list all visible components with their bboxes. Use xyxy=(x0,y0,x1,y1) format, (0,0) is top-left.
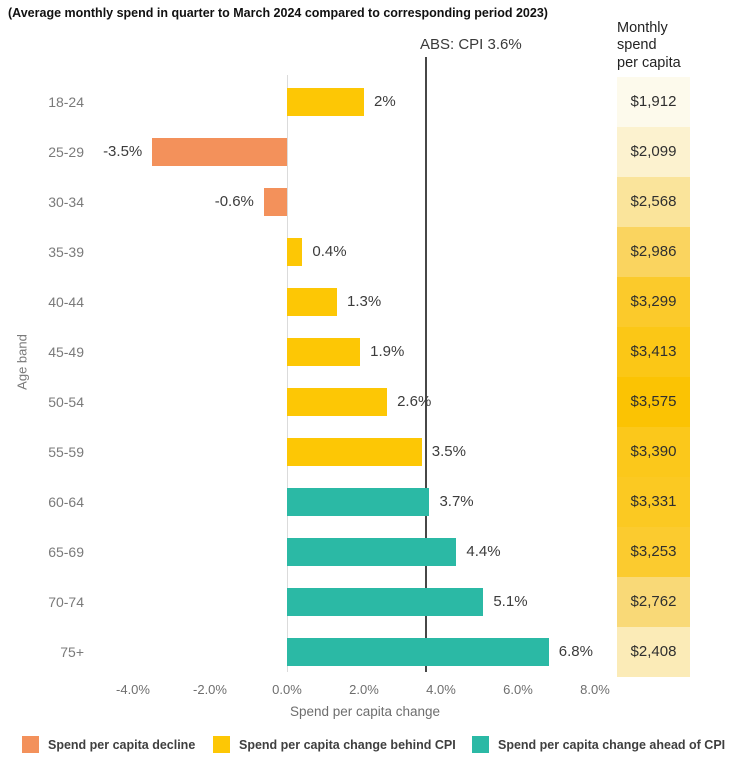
age-band-label: 65-69 xyxy=(48,544,84,560)
heat-cell: $2,762 xyxy=(617,577,690,627)
heat-cell: $1,912 xyxy=(617,77,690,127)
age-band-label: 75+ xyxy=(60,644,84,660)
age-band-label: 25-29 xyxy=(48,144,84,160)
bar xyxy=(287,388,388,416)
bar xyxy=(263,188,287,216)
x-axis-tick-label: 2.0% xyxy=(349,682,379,697)
heat-cell: $3,331 xyxy=(617,477,690,527)
legend-swatch-behind-cpi xyxy=(213,736,230,753)
cpi-reference-line xyxy=(425,57,427,672)
cpi-annotation: ABS: CPI 3.6% xyxy=(420,36,522,53)
bar-value-label: 5.1% xyxy=(493,593,528,610)
x-axis-tick-label: -2.0% xyxy=(193,682,227,697)
heat-cell: $3,299 xyxy=(617,277,690,327)
heat-cell: $3,253 xyxy=(617,527,690,577)
bar xyxy=(287,338,361,366)
legend-item-behind-cpi: Spend per capita change behind CPI xyxy=(213,736,456,753)
bar-value-label: 6.8% xyxy=(558,643,593,660)
bar xyxy=(287,638,549,666)
legend-label-decline: Spend per capita decline xyxy=(48,737,196,752)
age-band-label: 70-74 xyxy=(48,594,84,610)
heat-cell: $3,390 xyxy=(617,427,690,477)
bar-value-label: 2% xyxy=(374,93,396,110)
legend-swatch-ahead-cpi xyxy=(472,736,489,753)
bar xyxy=(287,88,364,116)
bar-value-label: 4.4% xyxy=(466,543,501,560)
heat-cell: $2,408 xyxy=(617,627,690,677)
bar xyxy=(287,288,338,316)
heat-cell: $2,986 xyxy=(617,227,690,277)
bar xyxy=(287,538,457,566)
legend-swatch-decline xyxy=(22,736,39,753)
legend-label-behind-cpi: Spend per capita change behind CPI xyxy=(239,737,456,752)
age-band-label: 45-49 xyxy=(48,344,84,360)
heat-cell: $2,099 xyxy=(617,127,690,177)
bar xyxy=(287,438,422,466)
heat-column-header: Monthly spend per capita xyxy=(617,20,681,71)
age-band-label: 18-24 xyxy=(48,94,84,110)
age-band-label: 55-59 xyxy=(48,444,84,460)
x-axis-label: Spend per capita change xyxy=(289,704,441,719)
legend-label-ahead-cpi: Spend per capita change ahead of CPI xyxy=(498,737,726,752)
legend-item-decline: Spend per capita decline xyxy=(22,736,195,753)
x-axis-tick-label: 6.0% xyxy=(503,682,533,697)
bar-value-label: 1.3% xyxy=(347,293,382,310)
bar-value-label: 0.4% xyxy=(312,243,347,260)
bar-value-label: 3.5% xyxy=(431,443,466,460)
bar xyxy=(287,588,484,616)
bar-value-label: 3.7% xyxy=(439,493,474,510)
chart-title: (Average monthly spend in quarter to Mar… xyxy=(8,6,548,20)
zero-gridline xyxy=(287,75,288,672)
age-band-label: 35-39 xyxy=(48,244,84,260)
bar xyxy=(152,138,287,166)
age-band-label: 40-44 xyxy=(48,294,84,310)
age-band-label: 50-54 xyxy=(48,394,84,410)
heat-cell: $3,413 xyxy=(617,327,690,377)
x-axis-tick-label: 0.0% xyxy=(272,682,302,697)
bar-value-label: -3.5% xyxy=(103,143,143,160)
heat-cell: $2,568 xyxy=(617,177,690,227)
age-band-label: 30-34 xyxy=(48,194,84,210)
legend-item-ahead-cpi: Spend per capita change ahead of CPI xyxy=(472,736,725,753)
x-axis-tick-label: 4.0% xyxy=(426,682,456,697)
bar-value-label: 1.9% xyxy=(370,343,405,360)
heat-cell: $3,575 xyxy=(617,377,690,427)
bar xyxy=(287,238,303,266)
bar-value-label: -0.6% xyxy=(214,193,254,210)
bar xyxy=(287,488,430,516)
x-axis-tick-label: 8.0% xyxy=(580,682,610,697)
x-axis-tick-label: -4.0% xyxy=(116,682,150,697)
age-band-label: 60-64 xyxy=(48,494,84,510)
bar-value-label: 2.6% xyxy=(397,393,432,410)
